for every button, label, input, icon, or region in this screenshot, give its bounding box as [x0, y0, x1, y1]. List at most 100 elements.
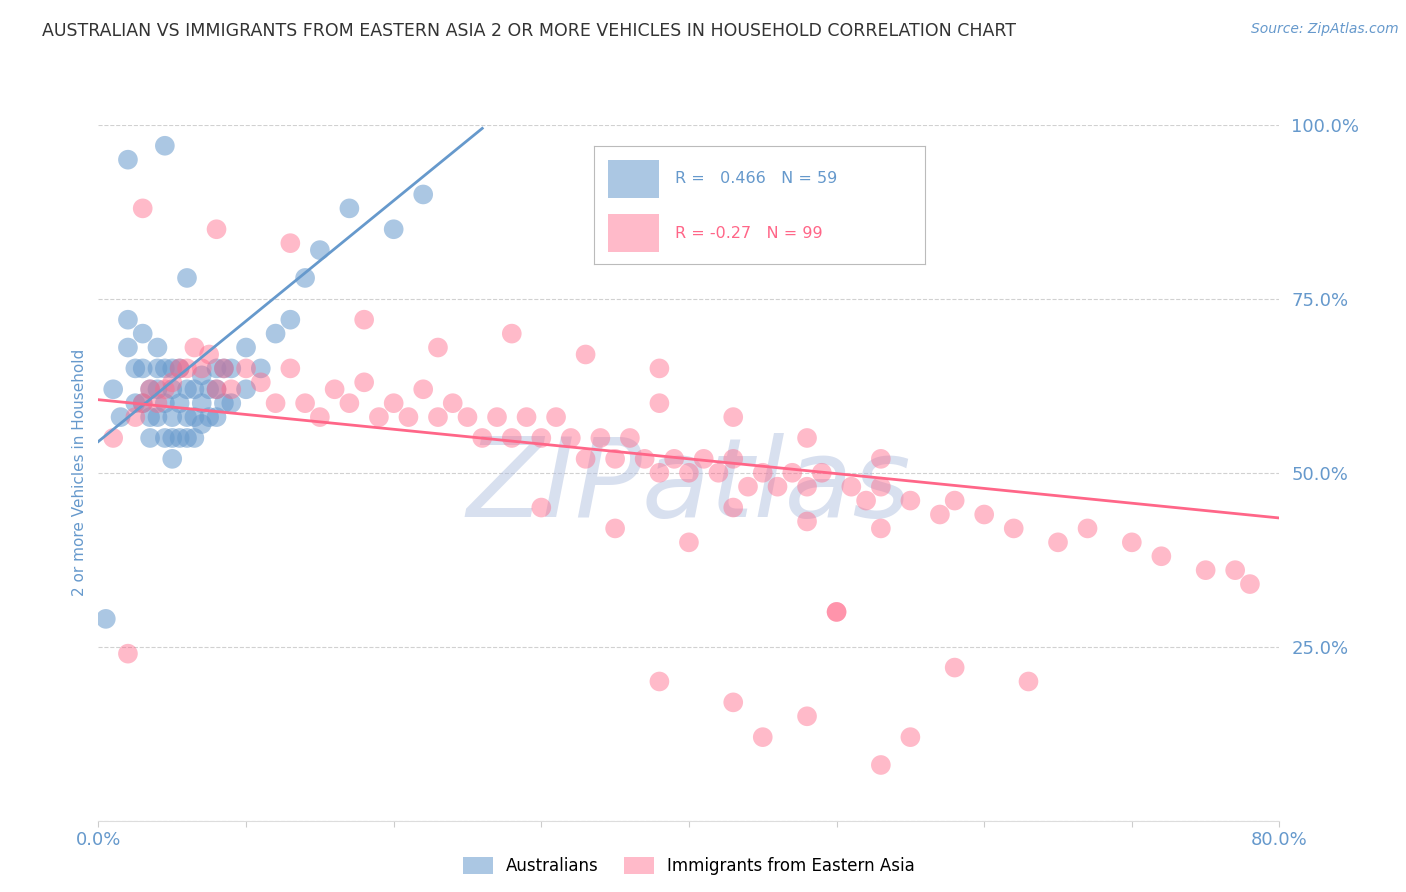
Point [146, 396, 169, 410]
Point [1017, 674, 1039, 689]
Point [191, 417, 214, 431]
Point [162, 382, 183, 396]
Point [117, 647, 139, 661]
Point [117, 153, 139, 167]
Point [427, 341, 450, 355]
Point [796, 709, 818, 723]
Point [869, 451, 891, 466]
Point [139, 431, 162, 445]
Text: R =   0.466   N = 59: R = 0.466 N = 59 [675, 171, 838, 186]
Point [560, 431, 582, 445]
Point [264, 396, 287, 410]
Point [353, 376, 375, 390]
Text: ZIPatlas: ZIPatlas [467, 434, 911, 541]
Point [721, 410, 744, 425]
Point [212, 396, 235, 410]
Point [648, 396, 671, 410]
Point [191, 396, 214, 410]
Point [198, 410, 221, 425]
Point [205, 382, 228, 396]
Point [169, 431, 191, 445]
Point [664, 451, 686, 466]
Point [176, 361, 198, 376]
Point [900, 730, 922, 744]
Point [471, 431, 494, 445]
Text: AUSTRALIAN VS IMMIGRANTS FROM EASTERN ASIA 2 OR MORE VEHICLES IN HOUSEHOLD CORRE: AUSTRALIAN VS IMMIGRANTS FROM EASTERN AS… [42, 22, 1017, 40]
Point [869, 758, 891, 772]
Point [219, 361, 242, 376]
Point [124, 396, 146, 410]
Point [198, 347, 221, 361]
Point [721, 695, 744, 709]
Point [162, 431, 183, 445]
Point [1121, 535, 1143, 549]
Point [825, 605, 848, 619]
Point [183, 382, 205, 396]
Point [250, 361, 273, 376]
Y-axis label: 2 or more Vehicles in Household: 2 or more Vehicles in Household [72, 349, 87, 597]
Point [721, 451, 744, 466]
Point [869, 480, 891, 494]
Point [501, 431, 523, 445]
Point [530, 500, 553, 515]
Point [589, 431, 612, 445]
Point [103, 431, 125, 445]
Point [146, 410, 169, 425]
Point [219, 396, 242, 410]
Point [153, 382, 176, 396]
Point [928, 508, 950, 522]
Point [337, 202, 360, 216]
Point [176, 410, 198, 425]
Point [796, 431, 818, 445]
Point [678, 466, 700, 480]
Point [212, 361, 235, 376]
Point [264, 326, 287, 341]
Point [648, 466, 671, 480]
Point [153, 361, 176, 376]
Point [198, 382, 221, 396]
Point [633, 451, 655, 466]
Point [323, 382, 346, 396]
Point [278, 236, 302, 251]
Point [153, 138, 176, 153]
Point [1002, 521, 1025, 535]
Point [825, 605, 848, 619]
Point [278, 361, 302, 376]
Point [1150, 549, 1173, 564]
Point [766, 480, 789, 494]
Text: R = -0.27   N = 99: R = -0.27 N = 99 [675, 226, 823, 241]
Point [294, 396, 316, 410]
Point [1223, 563, 1246, 577]
Point [515, 410, 537, 425]
Point [751, 730, 773, 744]
Text: Source: ZipAtlas.com: Source: ZipAtlas.com [1251, 22, 1399, 37]
Point [737, 480, 759, 494]
Point [139, 382, 162, 396]
Point [176, 271, 198, 285]
Point [153, 396, 176, 410]
Point [869, 521, 891, 535]
Point [648, 674, 671, 689]
Point [678, 535, 700, 549]
Point [309, 243, 332, 257]
Point [162, 451, 183, 466]
Point [132, 202, 155, 216]
Point [176, 382, 198, 396]
Bar [607, 214, 658, 252]
Point [530, 431, 553, 445]
Point [132, 396, 155, 410]
Point [796, 515, 818, 529]
Point [146, 341, 169, 355]
Point [396, 410, 419, 425]
Point [139, 410, 162, 425]
Point [751, 466, 773, 480]
Point [943, 660, 966, 674]
Point [235, 382, 257, 396]
Point [146, 361, 169, 376]
Point [191, 368, 214, 383]
Point [648, 361, 671, 376]
Point [132, 326, 155, 341]
Point [124, 410, 146, 425]
Point [486, 410, 509, 425]
Point [1195, 563, 1218, 577]
